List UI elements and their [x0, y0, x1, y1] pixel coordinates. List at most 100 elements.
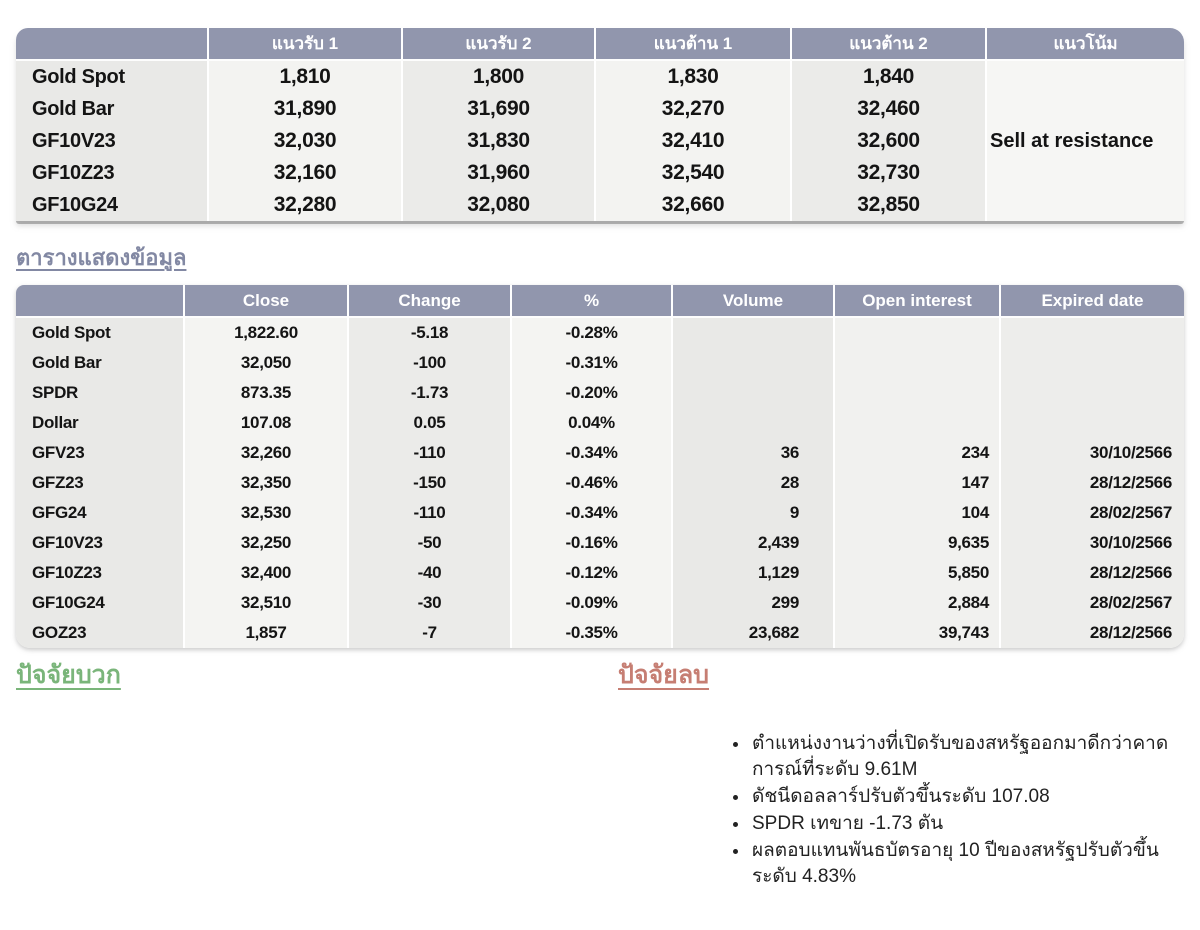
volume-value: [671, 408, 833, 438]
oi-value: [833, 318, 999, 348]
asset-label: GOZ23: [16, 618, 183, 648]
negative-factors-heading: ปัจจัยลบ: [618, 661, 710, 689]
level-value: 32,280: [207, 189, 401, 221]
data-col-expired-date: Expired date: [999, 285, 1184, 318]
data-row: GF10V23 32,250 -50 -0.16% 2,439 9,635 30/10/25…: [16, 528, 1184, 558]
level-value: 1,830: [594, 61, 790, 93]
volume-value: [671, 348, 833, 378]
pct-value: -0.20%: [510, 378, 671, 408]
pct-value: 0.04%: [510, 408, 671, 438]
expired-value: 28/02/2567: [999, 588, 1184, 618]
oi-value: [833, 408, 999, 438]
volume-value: 2,439: [671, 528, 833, 558]
level-value: 32,080: [401, 189, 594, 221]
asset-label: GF10G24: [16, 588, 183, 618]
trend-cell: [985, 93, 1184, 125]
close-value: 32,530: [183, 498, 347, 528]
pct-value: -0.16%: [510, 528, 671, 558]
change-value: -100: [347, 348, 510, 378]
volume-value: 299: [671, 588, 833, 618]
levels-col-support-1: แนวรับ 1: [207, 28, 401, 61]
oi-value: 5,850: [833, 558, 999, 588]
oi-value: [833, 378, 999, 408]
oi-value: 39,743: [833, 618, 999, 648]
level-value: 31,690: [401, 93, 594, 125]
close-value: 873.35: [183, 378, 347, 408]
close-value: 1,857: [183, 618, 347, 648]
levels-table: แนวรับ 1 แนวรับ 2 แนวต้าน 1 แนวต้าน 2 แน…: [16, 28, 1184, 221]
levels-row: GF10V23 32,030 31,830 32,410 32,600 Sell at r…: [16, 125, 1184, 157]
level-value: 31,960: [401, 157, 594, 189]
volume-value: [671, 318, 833, 348]
data-row: GFG24 32,530 -110 -0.34% 9 104 28/02/2567: [16, 498, 1184, 528]
expired-value: [999, 348, 1184, 378]
expired-value: [999, 378, 1184, 408]
negative-factor-item: ตำแหน่งงานว่างที่เปิดรับของสหรัฐออกมาดีก…: [750, 731, 1172, 783]
levels-col-blank: [16, 28, 207, 61]
asset-label: GF10Z23: [16, 157, 207, 189]
asset-label: GFZ23: [16, 468, 183, 498]
asset-label: GF10V23: [16, 125, 207, 157]
asset-label: Gold Spot: [16, 61, 207, 93]
data-header-row: Close Change % Volume Open interest Expi…: [16, 285, 1184, 318]
close-value: 32,250: [183, 528, 347, 558]
level-value: 32,730: [790, 157, 985, 189]
data-col-blank: [16, 285, 183, 318]
oi-value: [833, 348, 999, 378]
data-col-percent: %: [510, 285, 671, 318]
asset-label: Gold Bar: [16, 93, 207, 125]
volume-value: 9: [671, 498, 833, 528]
asset-label: Dollar: [16, 408, 183, 438]
pct-value: -0.34%: [510, 438, 671, 468]
volume-value: 36: [671, 438, 833, 468]
negative-factor-item: SPDR เทขาย -1.73 ตัน: [750, 811, 1172, 837]
level-value: 31,830: [401, 125, 594, 157]
pct-value: -0.31%: [510, 348, 671, 378]
trend-cell: [985, 157, 1184, 189]
oi-value: 104: [833, 498, 999, 528]
trend-cell: [985, 61, 1184, 93]
expired-value: 28/02/2567: [999, 498, 1184, 528]
levels-col-trend: แนวโน้ม: [985, 28, 1184, 61]
level-value: 31,890: [207, 93, 401, 125]
level-value: 32,410: [594, 125, 790, 157]
change-value: -110: [347, 498, 510, 528]
data-row: GF10Z23 32,400 -40 -0.12% 1,129 5,850 28/12/25…: [16, 558, 1184, 588]
pct-value: -0.09%: [510, 588, 671, 618]
level-value: 32,160: [207, 157, 401, 189]
change-value: -50: [347, 528, 510, 558]
level-value: 32,660: [594, 189, 790, 221]
negative-factor-item: ผลตอบแทนพันธบัตรอายุ 10 ปีของสหรัฐปรับตั…: [750, 838, 1172, 890]
asset-label: GFG24: [16, 498, 183, 528]
level-value: 32,540: [594, 157, 790, 189]
change-value: -1.73: [347, 378, 510, 408]
asset-label: Gold Bar: [16, 348, 183, 378]
oi-value: 9,635: [833, 528, 999, 558]
data-col-volume: Volume: [671, 285, 833, 318]
levels-header-row: แนวรับ 1 แนวรับ 2 แนวต้าน 1 แนวต้าน 2 แน…: [16, 28, 1184, 61]
close-value: 32,350: [183, 468, 347, 498]
close-value: 32,510: [183, 588, 347, 618]
levels-col-resistance-2: แนวต้าน 2: [790, 28, 985, 61]
data-row: GFV23 32,260 -110 -0.34% 36 234 30/10/2566: [16, 438, 1184, 468]
level-value: 1,800: [401, 61, 594, 93]
data-col-open-interest: Open interest: [833, 285, 999, 318]
market-data-table: Close Change % Volume Open interest Expi…: [16, 285, 1184, 648]
close-value: 32,050: [183, 348, 347, 378]
levels-col-support-2: แนวรับ 2: [401, 28, 594, 61]
positive-factors-heading: ปัจจัยบวก: [16, 661, 121, 689]
level-value: 32,270: [594, 93, 790, 125]
data-row: GOZ23 1,857 -7 -0.35% 23,682 39,743 28/12/2566: [16, 618, 1184, 648]
change-value: -7: [347, 618, 510, 648]
oi-value: 234: [833, 438, 999, 468]
close-value: 1,822.60: [183, 318, 347, 348]
level-value: 32,030: [207, 125, 401, 157]
close-value: 32,260: [183, 438, 347, 468]
data-row: GFZ23 32,350 -150 -0.46% 28 147 28/12/2566: [16, 468, 1184, 498]
asset-label: GF10Z23: [16, 558, 183, 588]
pct-value: -0.34%: [510, 498, 671, 528]
trend-cell: Sell at resistance: [985, 125, 1184, 157]
asset-label: GFV23: [16, 438, 183, 468]
data-row: Gold Spot 1,822.60 -5.18 -0.28%: [16, 318, 1184, 348]
